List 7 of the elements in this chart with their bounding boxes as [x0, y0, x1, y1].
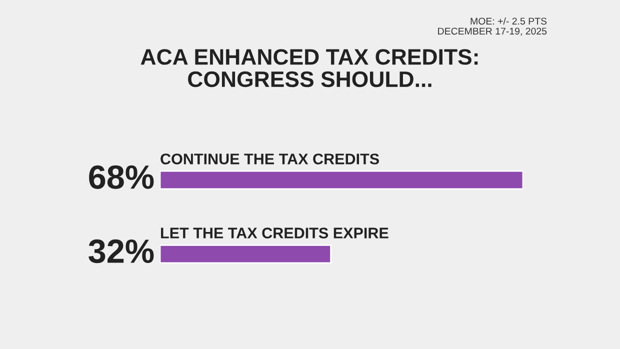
- chart-title: ACA ENHANCED TAX CREDITS: CONGRESS SHOULD...: [140, 49, 478, 88]
- y-tick-label: CONTINUE THE TAX CREDITS: [160, 154, 379, 164]
- data-label: 68%: [89, 165, 154, 189]
- text: MOE: +/- 2.5 PTS: [470, 17, 547, 25]
- y-tick-label: LET THE TAX CREDITS EXPIRE: [161, 228, 388, 238]
- text: DECEMBER 17-19, 2025: [438, 28, 547, 36]
- data-label: 32%: [88, 239, 154, 264]
